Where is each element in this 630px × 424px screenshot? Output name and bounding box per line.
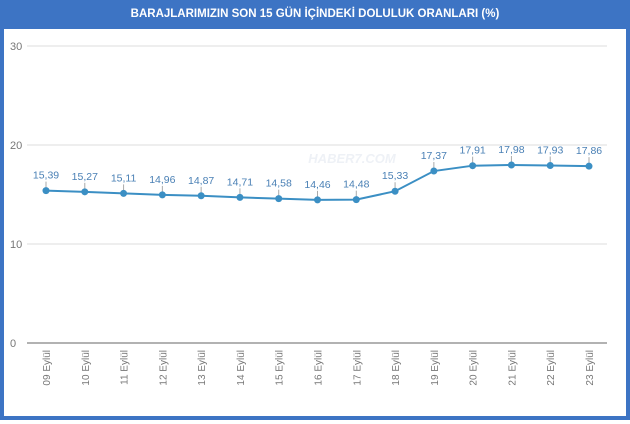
data-label: 14,48 [343,179,369,191]
data-label: 14,96 [149,174,175,186]
x-tick-label: 20 Eylül [469,350,480,386]
data-point [236,193,244,201]
data-point [352,196,360,204]
data-point [158,191,166,199]
data-label: 17,86 [576,145,602,157]
data-point [546,161,554,169]
x-tick-label: 18 Eylül [391,350,402,386]
data-label: 15,33 [382,170,408,182]
data-point [391,187,399,195]
x-tick-label: 12 Eylül [158,350,169,386]
data-label: 14,71 [227,176,253,188]
data-point [469,162,477,170]
data-point [197,192,205,200]
x-tick-label: 22 Eylül [546,350,557,386]
data-point [314,196,321,204]
y-tick-label: 0 [10,338,16,350]
chart-title: BARAJLARIMIZIN SON 15 GÜN İÇİNDEKİ DOLUL… [0,0,630,29]
data-point [585,162,593,170]
x-tick-label: 16 Eylül [314,350,325,386]
data-label: 14,58 [266,178,292,190]
x-tick-label: 13 Eylül [197,350,208,386]
data-label: 14,46 [304,179,330,191]
x-tick-label: 10 Eylül [81,350,92,386]
watermark: HABER7.COM [308,151,397,166]
x-tick-label: 09 Eylül [42,350,53,386]
data-point [430,167,438,175]
data-point [507,161,515,169]
x-tick-label: 14 Eylül [236,350,247,386]
y-tick-label: 30 [10,41,22,53]
x-tick-label: 17 Eylül [352,350,363,386]
y-tick-label: 10 [10,239,22,251]
y-tick-label: 20 [10,140,22,152]
x-tick-label: 15 Eylül [275,350,286,386]
data-point [42,187,50,195]
data-point [120,189,128,197]
data-point [275,195,283,203]
data-label: 17,98 [498,144,524,156]
data-label: 15,11 [111,172,137,184]
data-point [81,188,89,196]
data-label: 15,39 [33,170,59,182]
x-tick-label: 19 Eylül [430,350,441,386]
data-label: 14,87 [188,175,214,187]
data-label: 17,37 [421,150,447,162]
x-tick-label: 23 Eylül [585,350,596,386]
data-label: 15,27 [72,171,98,183]
x-tick-label: 11 Eylül [120,350,131,385]
x-tick-label: 21 Eylül [507,350,518,386]
data-label: 17,91 [460,145,486,157]
data-label: 17,93 [537,144,563,156]
